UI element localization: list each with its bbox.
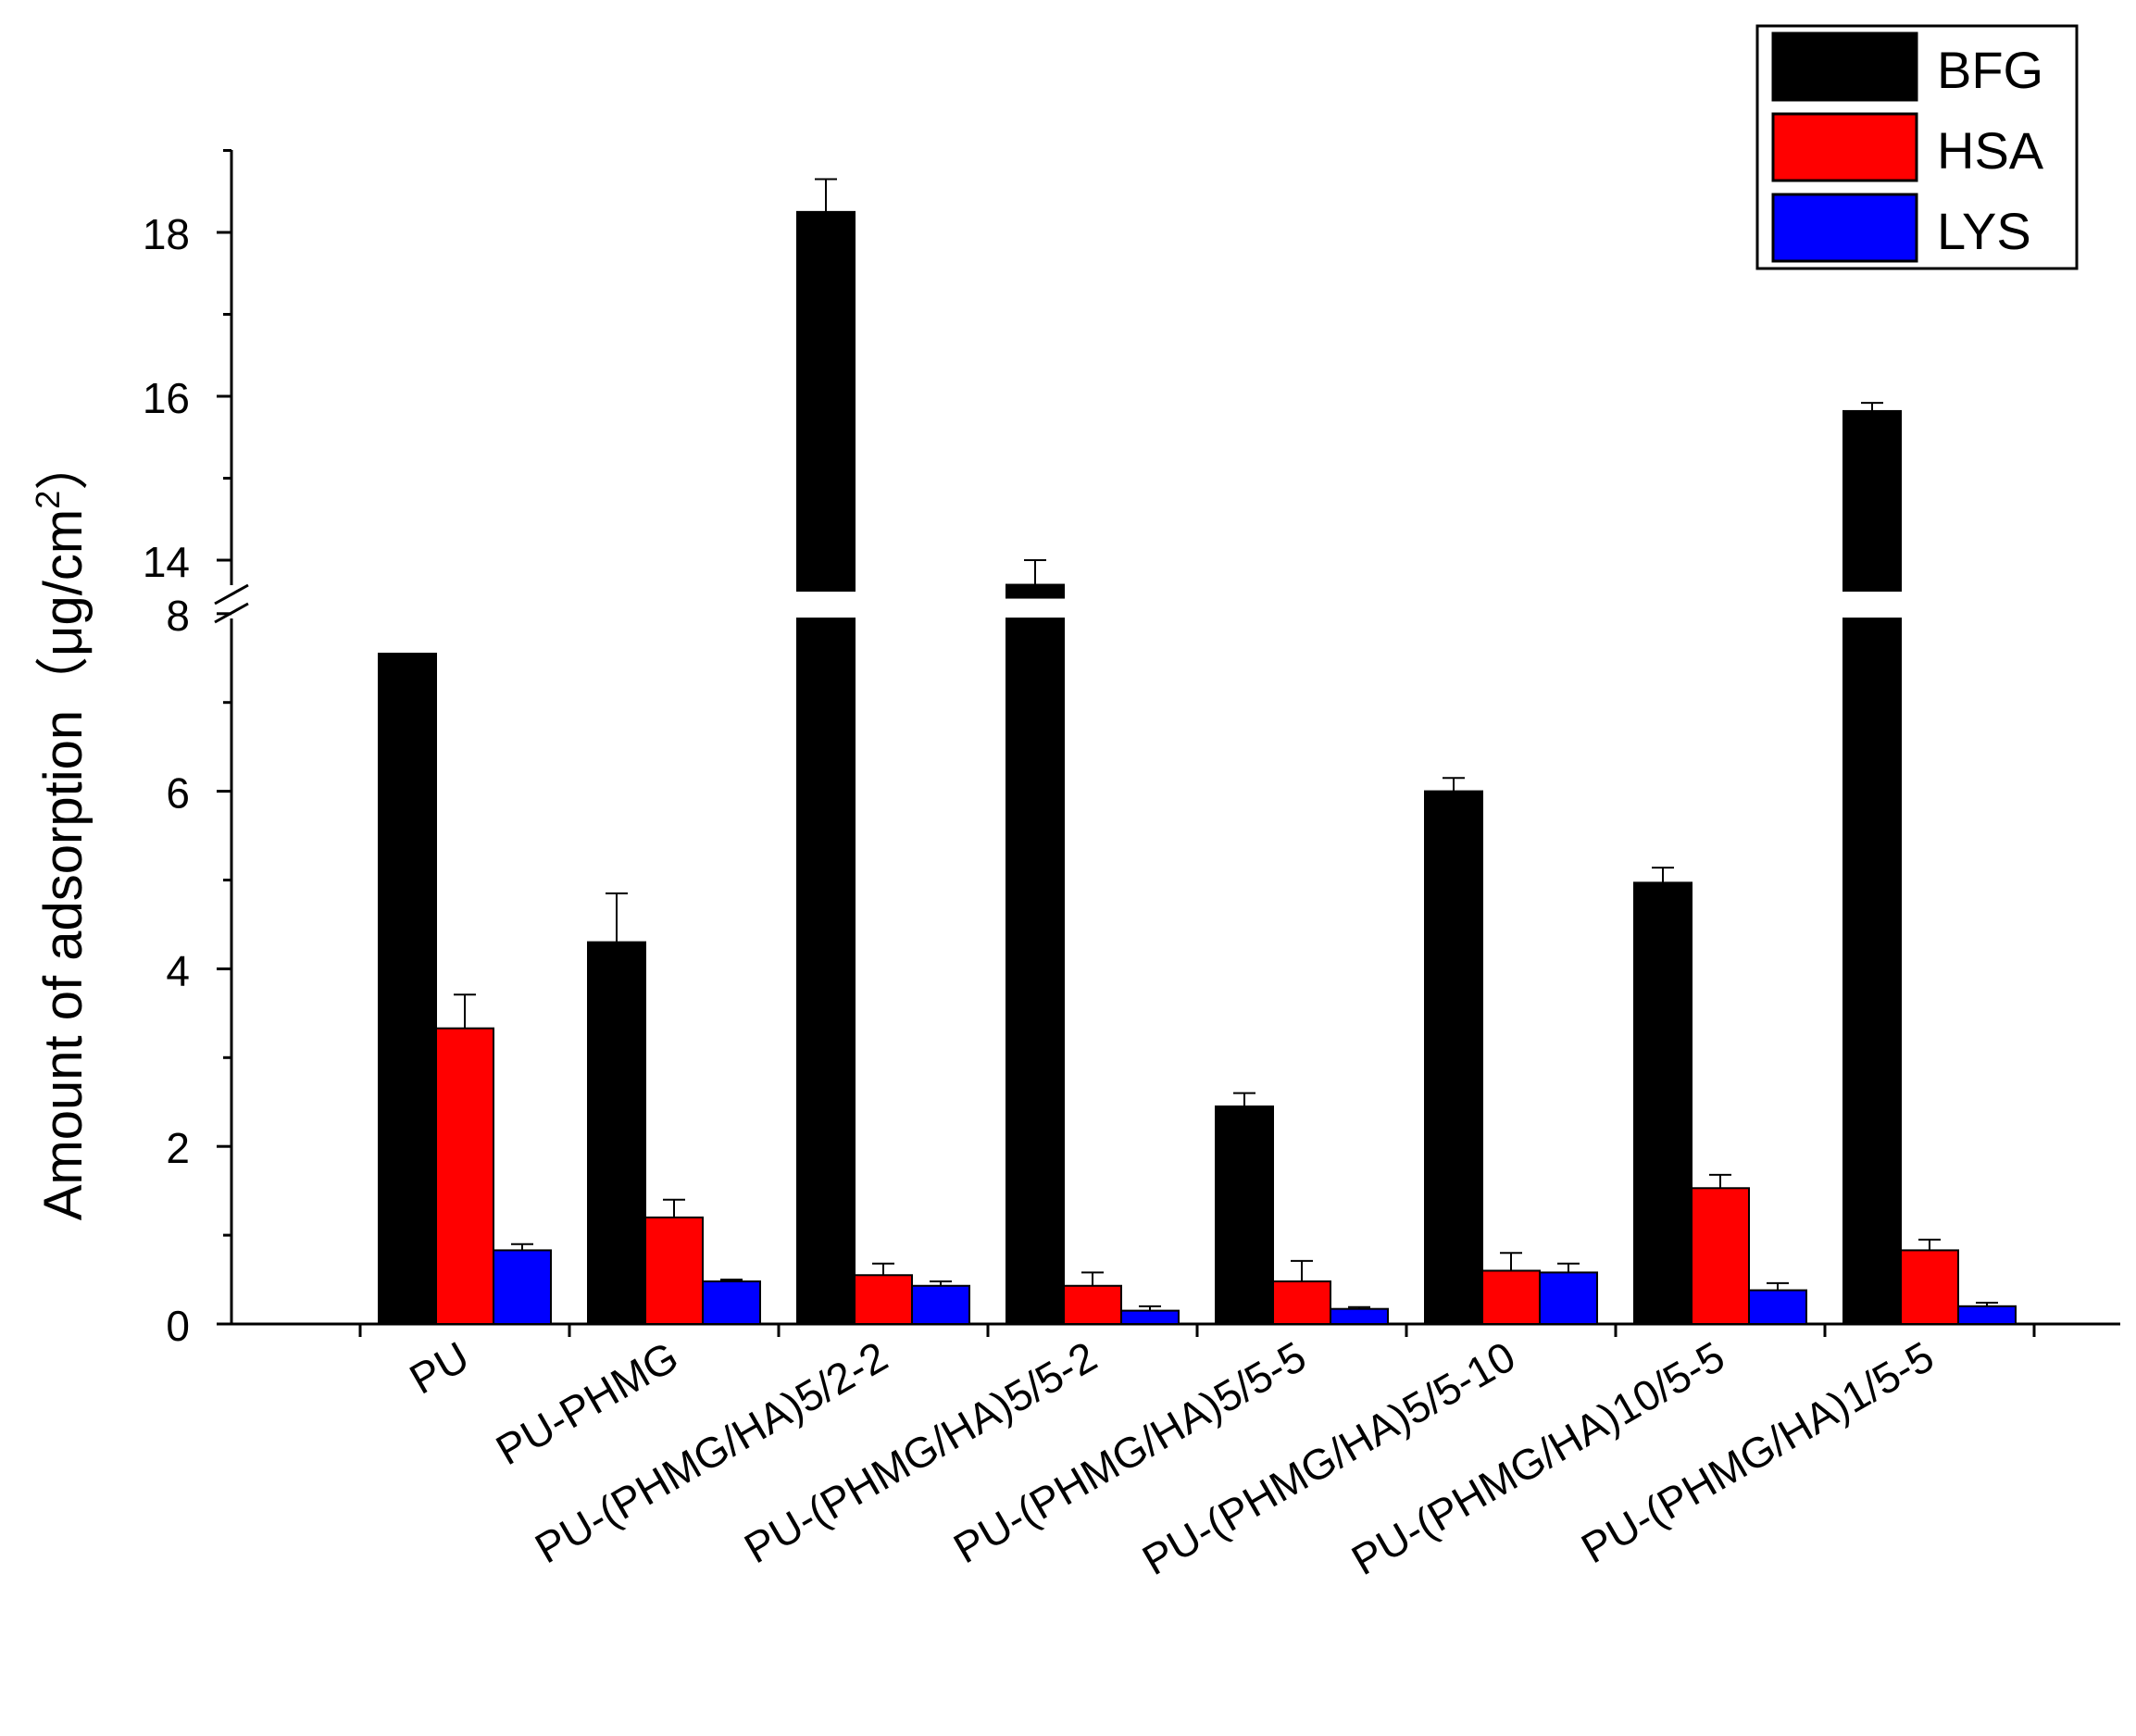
bar-bfg (1633, 881, 1693, 1325)
y-tick-label: 14 (143, 538, 190, 586)
bar-hsa (1272, 1280, 1331, 1326)
x-category-label: PU-(PHMG/HA)5/5-10 (1134, 1332, 1523, 1585)
bar-bfg (796, 618, 856, 1325)
bar-bfg (1842, 618, 1902, 1325)
bar-bfg-upper (1006, 583, 1065, 599)
bar-hsa (854, 1274, 913, 1326)
y-tick-label: 18 (143, 210, 190, 258)
legend-swatch-hsa (1771, 112, 1918, 182)
bar-lys (1957, 1305, 2017, 1325)
x-category-label: PU-(PHMG/HA)5/5-5 (945, 1332, 1314, 1573)
category-labels: PU PU-PHMGPU-(PHMG/HA)5/2-2PU-(PHMG/HA)5/… (402, 1332, 1942, 1585)
bar-hsa (1691, 1187, 1750, 1325)
x-category-label: PU-PHMG (488, 1332, 686, 1475)
bar-lys (1539, 1271, 1598, 1326)
x-category-label: PU-(PHMG/HA)1/5-5 (1573, 1332, 1942, 1573)
bar-lys (1120, 1309, 1180, 1325)
legend: BFG HSA LYS (1755, 24, 2079, 270)
legend-label-hsa: HSA (1937, 121, 2044, 180)
legend-swatch-lys (1771, 193, 1918, 263)
bar-hsa (644, 1216, 704, 1326)
bar-lys (1748, 1289, 1807, 1325)
y-tick-label: 4 (166, 946, 190, 994)
y-tick-label: 2 (166, 1124, 190, 1172)
bar-bfg (587, 941, 646, 1325)
x-category-label: PU-(PHMG/HA)10/5-5 (1343, 1332, 1732, 1585)
x-category-label: PU-(PHMG/HA)5/2-2 (527, 1332, 895, 1573)
bar-bfg-upper (796, 210, 856, 592)
y-axis-label-close: ） (33, 437, 94, 491)
y-axis-break-mark-top (214, 583, 249, 606)
bar-hsa (435, 1027, 494, 1325)
bar-lys (1330, 1307, 1389, 1326)
legend-label-lys: LYS (1937, 202, 2031, 260)
y-tick-label: 16 (143, 374, 190, 422)
bar-bfg (1215, 1105, 1274, 1326)
tick-labels: 0 2 4 6 8 14 16 18 (143, 210, 190, 1350)
bar-hsa (1063, 1284, 1122, 1325)
bars-layer (378, 178, 2017, 1326)
bar-lys (702, 1280, 761, 1326)
y-axis-label-sup: 2 (29, 491, 67, 509)
bar-bfg-upper (1842, 409, 1902, 592)
x-category-label: PU (402, 1332, 477, 1404)
bar-bfg (1424, 790, 1483, 1325)
y-axis-label-main: Amount of adsorption（μg/cm (33, 509, 94, 1220)
bar-bfg (1006, 618, 1065, 1325)
y-axis-label: Amount of adsorption（μg/cm2） (29, 437, 94, 1221)
bar-lys (493, 1249, 552, 1325)
legend-swatch-bfg (1771, 31, 1918, 102)
bar-hsa (1900, 1249, 1959, 1325)
y-tick-label: 6 (166, 769, 190, 818)
legend-label-bfg: BFG (1937, 41, 2043, 99)
axes (214, 149, 2120, 1337)
x-category-label: PU-(PHMG/HA)5/5-2 (736, 1332, 1105, 1573)
bar-hsa (1481, 1269, 1541, 1325)
bar-lys (911, 1284, 970, 1325)
y-tick-label: 8 (166, 592, 190, 640)
y-tick-label: 0 (166, 1302, 190, 1350)
